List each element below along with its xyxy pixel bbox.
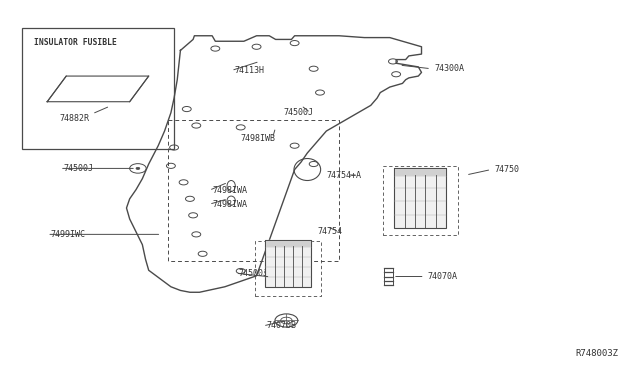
Text: INSULATOR FUSIBLE: INSULATOR FUSIBLE [35, 38, 117, 46]
Text: 7499IWC: 7499IWC [51, 230, 85, 239]
Text: 74500J: 74500J [63, 164, 93, 173]
Text: 74300A: 74300A [434, 64, 464, 73]
Text: 7498IWA: 7498IWA [212, 200, 247, 209]
Text: 74882R: 74882R [60, 114, 90, 123]
Bar [394, 175, 446, 228]
Text: 7498IWA: 7498IWA [212, 186, 247, 195]
Polygon shape [394, 168, 446, 175]
Text: 74070A: 74070A [428, 272, 458, 281]
Text: 74070B: 74070B [266, 321, 296, 330]
Text: 74754+A: 74754+A [326, 170, 361, 180]
Text: 7498IWB: 7498IWB [241, 134, 276, 143]
Text: 74750: 74750 [495, 165, 520, 174]
Polygon shape [276, 276, 285, 286]
Text: 74113H: 74113H [234, 66, 264, 75]
Circle shape [136, 167, 140, 170]
Text: 74754: 74754 [317, 227, 342, 236]
Bar [22, 28, 174, 149]
Bar [266, 247, 311, 287]
Polygon shape [266, 240, 311, 247]
Text: 74500J: 74500J [284, 108, 314, 117]
Text: R748003Z: R748003Z [575, 349, 618, 358]
Text: 74500J: 74500J [239, 269, 269, 278]
